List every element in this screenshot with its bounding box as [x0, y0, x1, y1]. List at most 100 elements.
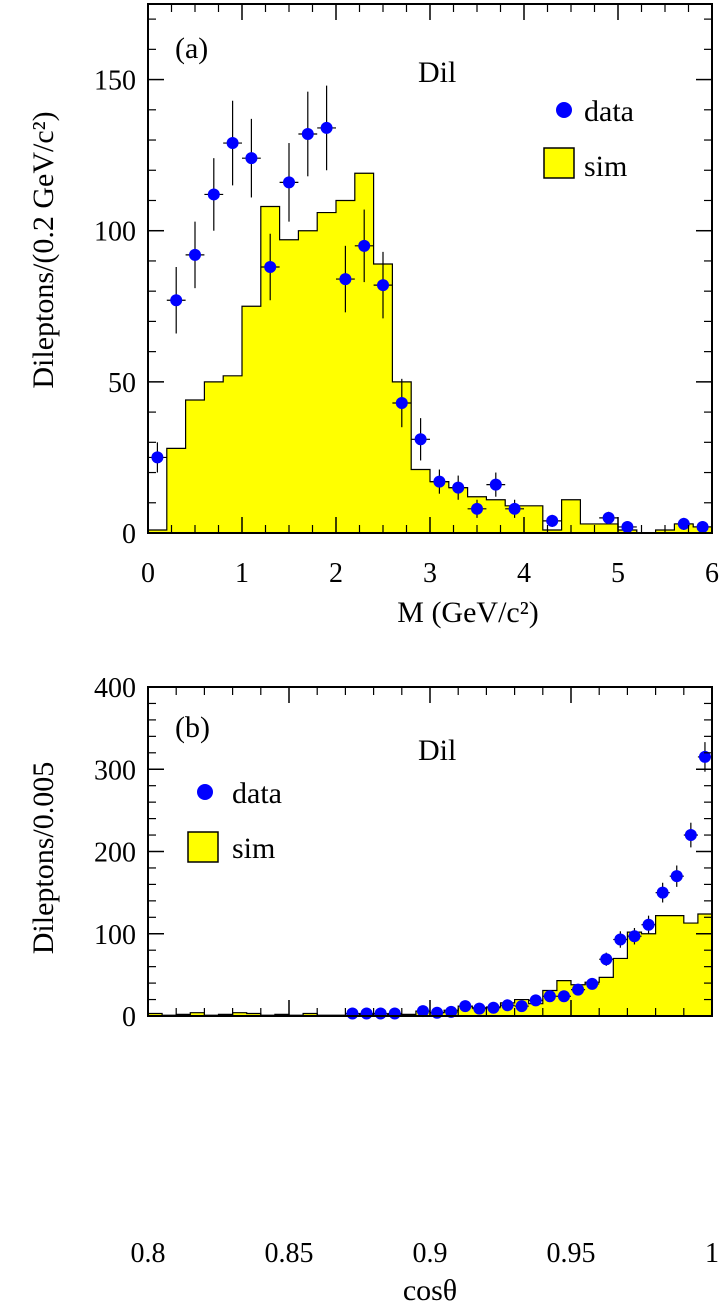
panel-b-legend: data sim — [187, 777, 282, 865]
legend-data-label: data — [232, 777, 282, 810]
x-tick-label: 1 — [705, 1238, 719, 1269]
x-tick-label: 1 — [235, 558, 249, 589]
panel-a-tick-labels: 0 1 2 3 4 5 6 0 50 100 150 — [94, 66, 719, 589]
sim-bin — [669, 915, 685, 1016]
sim-bin — [655, 915, 671, 1016]
y-tick-label: 100 — [94, 920, 136, 951]
sim-bin — [697, 914, 713, 1016]
data-point — [414, 433, 427, 446]
sim-bin — [411, 469, 431, 533]
data-point — [487, 1001, 500, 1014]
y-tick-label: 50 — [108, 368, 136, 399]
y-tick-label: 400 — [94, 673, 136, 704]
data-point — [445, 1005, 458, 1018]
sim-outline — [147, 172, 713, 534]
sim-bin — [303, 1013, 318, 1016]
legend-data-label: data — [584, 95, 634, 128]
y-tick-label: 200 — [94, 838, 136, 869]
data-point — [264, 260, 277, 273]
sim-bin — [260, 206, 280, 533]
data-point — [170, 294, 183, 307]
data-point — [698, 750, 711, 763]
data-point — [283, 176, 295, 189]
legend-sim-label: sim — [584, 150, 627, 183]
data-point — [656, 886, 669, 899]
data-point — [207, 188, 220, 201]
x-tick-label: 2 — [329, 558, 343, 589]
data-point — [515, 1000, 528, 1013]
sim-bin — [524, 505, 544, 533]
data-point — [473, 1002, 486, 1015]
data-point — [508, 502, 521, 515]
data-point — [529, 994, 542, 1007]
legend-sim-swatch — [543, 147, 575, 179]
data-point — [614, 933, 627, 946]
data-point — [543, 990, 556, 1003]
data-point — [346, 1007, 359, 1020]
data-point — [600, 953, 613, 966]
x-tick-label: 0.95 — [547, 1238, 596, 1269]
panel-a-x-axis-title: M (GeV/c²) — [397, 596, 538, 629]
sim-bin — [185, 399, 205, 533]
x-tick-label: 5 — [611, 558, 625, 589]
sim-bin — [580, 523, 600, 533]
panel-b-label: (b) — [175, 711, 210, 744]
sim-bin — [613, 958, 628, 1016]
sim-bin — [542, 529, 562, 533]
panel-b-y-axis-title: Dileptons/0.005 — [27, 762, 60, 955]
sim-bin — [528, 1003, 544, 1016]
sim-bin — [279, 239, 299, 534]
panel-a-data-points — [148, 85, 712, 533]
sim-bin — [627, 932, 642, 1016]
data-point — [696, 520, 709, 533]
panel-a-sim-histogram — [147, 172, 713, 534]
sim-bin — [585, 982, 600, 1016]
sim-bin — [190, 1012, 205, 1016]
data-point — [557, 990, 570, 1003]
data-point — [621, 520, 634, 533]
panel-a-frame — [147, 3, 713, 534]
data-point — [433, 475, 446, 488]
sim-bin — [204, 381, 224, 533]
data-point — [602, 511, 615, 524]
x-tick-label: 4 — [517, 558, 531, 589]
x-tick-label: 0.8 — [131, 1238, 166, 1269]
panel-a-y-axis-title: Dileptons/(0.2 GeV/c²) — [27, 111, 60, 388]
panel-b: 0.8 0.85 0.9 0.95 1 0 100 200 300 400 (b) Dil dat… — [27, 673, 719, 1307]
data-point — [395, 397, 408, 410]
panel-b-sim-histogram — [147, 913, 713, 1016]
data-point — [489, 478, 502, 491]
data-point — [151, 451, 164, 464]
data-point — [226, 137, 239, 150]
data-point — [642, 918, 655, 931]
sim-bin — [298, 230, 318, 533]
sim-bin — [373, 263, 393, 533]
x-tick-label: 0 — [141, 558, 155, 589]
sim-bin — [242, 306, 262, 533]
sim-bin — [246, 1013, 262, 1016]
sim-bin — [448, 487, 468, 533]
sim-bin — [599, 977, 614, 1016]
y-tick-label: 300 — [94, 755, 136, 786]
sim-bin — [148, 1013, 163, 1016]
y-tick-label: 0 — [122, 519, 136, 550]
y-tick-label: 0 — [122, 1002, 136, 1033]
data-point — [374, 1007, 387, 1020]
panel-b-x-axis-title: cosθ — [403, 1274, 457, 1307]
sim-bin — [683, 923, 699, 1016]
panel-a-annotation: Dil — [418, 56, 456, 89]
legend-data-marker — [556, 102, 572, 118]
panel-b-annotation: Dil — [418, 734, 456, 767]
data-point — [189, 248, 201, 261]
sim-bin — [486, 499, 506, 533]
data-point — [572, 983, 585, 996]
data-point — [670, 870, 683, 883]
data-point — [339, 273, 352, 286]
x-tick-label: 3 — [423, 558, 437, 589]
data-point — [377, 279, 389, 292]
data-point — [684, 829, 697, 842]
x-tick-label: 0.85 — [265, 1238, 314, 1269]
data-point — [546, 514, 559, 527]
sim-bin — [354, 173, 374, 533]
